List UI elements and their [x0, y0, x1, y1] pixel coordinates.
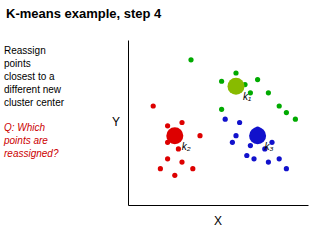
title: K-means example, step 4 — [6, 6, 162, 21]
point — [255, 77, 260, 82]
x-axis-title: X — [214, 214, 222, 228]
point — [237, 120, 242, 125]
point — [223, 117, 228, 122]
annotation-line: points are — [3, 135, 48, 146]
point — [233, 133, 238, 138]
annotation: different new — [4, 84, 62, 95]
point — [293, 117, 298, 122]
y-axis — [128, 41, 129, 206]
series — [188, 57, 298, 122]
x-axis-line — [129, 205, 309, 206]
y-axis-line — [128, 41, 129, 206]
annotation-line: Reassign — [4, 45, 46, 56]
point — [179, 120, 184, 125]
annotation: Q: Which points are reassigned? — [3, 122, 59, 159]
point — [165, 156, 170, 161]
series — [151, 103, 203, 177]
centers — [166, 78, 266, 145]
point — [176, 146, 181, 151]
annotations: Reassign points closest to a different new c… — [3, 45, 65, 159]
y-axis-title: Y — [112, 115, 120, 129]
center-label: k₁ — [243, 91, 251, 102]
point — [219, 79, 224, 84]
point — [197, 133, 202, 138]
point — [284, 166, 289, 171]
point — [219, 107, 224, 112]
annotation-line: Q: Which — [4, 122, 46, 133]
center-label: k₃ — [265, 141, 274, 152]
annotation: closest to a — [4, 71, 55, 82]
marks — [151, 57, 298, 178]
annotation-line: closest to a — [4, 71, 55, 82]
center-labels: k₁ k₂ k₃ — [182, 91, 274, 152]
point — [158, 166, 163, 171]
point — [188, 57, 193, 62]
point — [266, 90, 271, 95]
annotation: Reassign — [4, 45, 46, 56]
point — [251, 156, 256, 161]
point — [165, 123, 170, 128]
annotation: points — [4, 58, 31, 69]
point — [266, 160, 271, 165]
point — [151, 103, 156, 108]
cluster-center — [166, 127, 183, 144]
point — [277, 156, 282, 161]
cluster-center — [228, 78, 245, 95]
point — [244, 153, 249, 158]
annotation-line: different new — [4, 84, 62, 95]
center-label: k₂ — [182, 141, 191, 152]
point — [233, 70, 238, 75]
annotation-line: reassigned? — [4, 148, 59, 159]
point — [230, 140, 235, 145]
point — [277, 103, 282, 108]
point — [248, 143, 253, 148]
annotation-line: points — [4, 58, 31, 69]
point — [284, 110, 289, 115]
point — [190, 166, 195, 171]
x-axis — [129, 205, 309, 206]
annotation: cluster center — [4, 97, 65, 108]
point — [172, 173, 177, 178]
series — [223, 117, 289, 172]
chart: K-means example, step 4 X Yk₁ k₂ k₃ Reassign p… — [0, 0, 320, 240]
point — [179, 160, 184, 165]
annotation-line: cluster center — [4, 97, 65, 108]
cluster-center — [249, 127, 266, 144]
